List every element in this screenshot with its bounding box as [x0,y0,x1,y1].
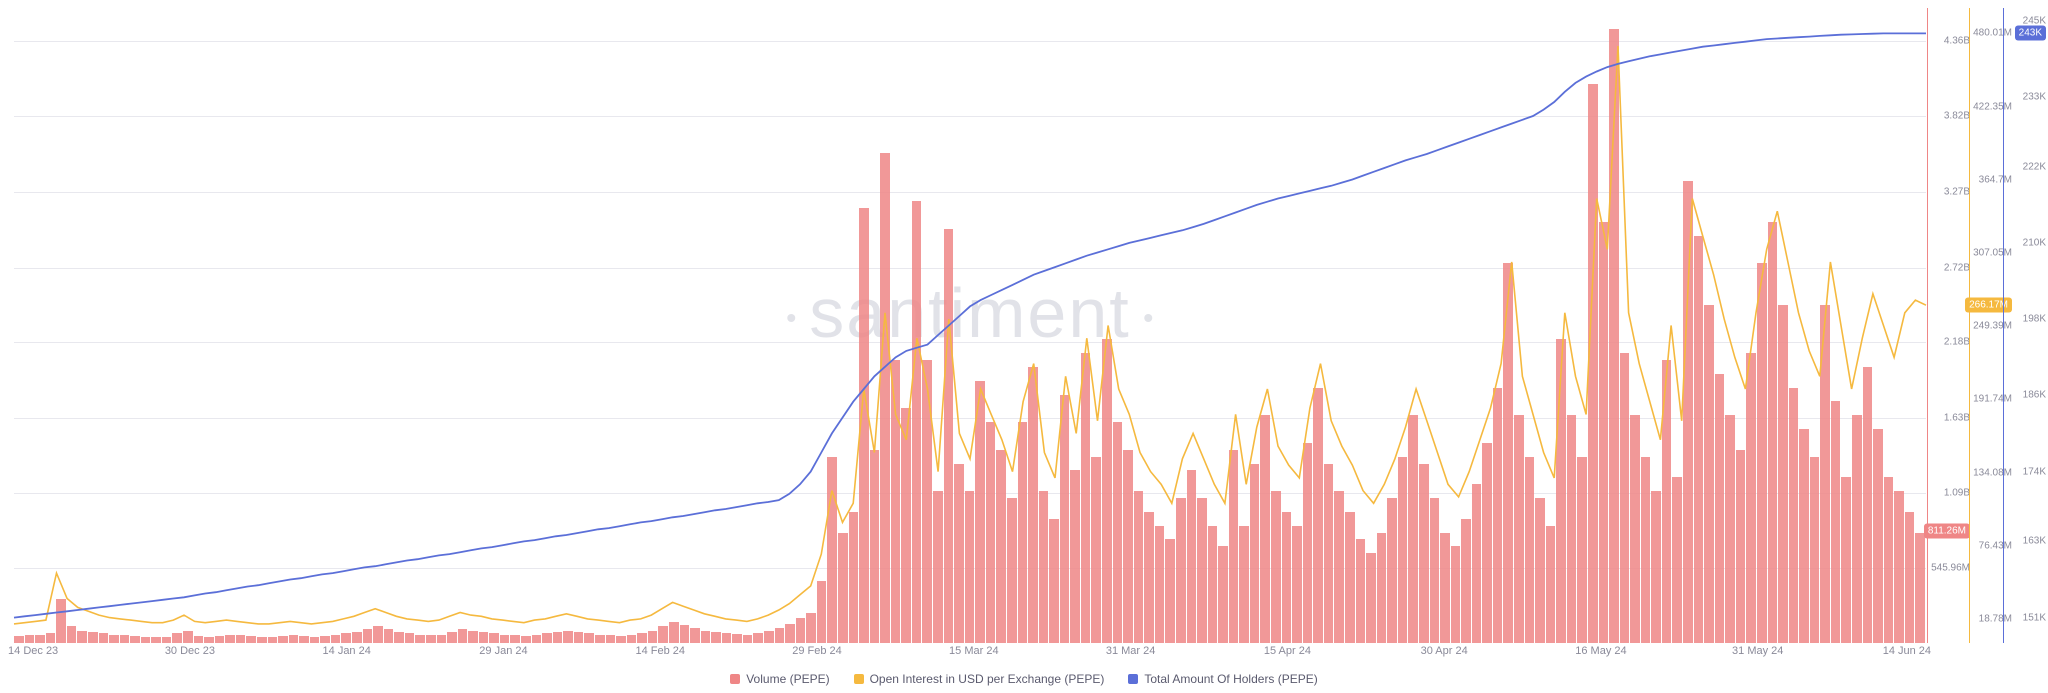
chart-container: santiment 14 Dec 23 30 Dec 23 14 Jan 24 29 … [0,0,2048,693]
x-axis: 14 Dec 2330 Dec 2314 Jan 2429 Jan 2414 F… [14,645,1926,665]
y-tick-holders: 245K [2023,15,2046,26]
y-tick-holders: 151K [2023,612,2046,623]
legend-label-volume: Volume (PEPE) [746,672,829,686]
legend-volume[interactable]: Volume (PEPE) [730,672,829,686]
y-axis-holders: 245K 233K 222K 210K 198K 186K 174K 163K 151K 243K [2006,8,2046,643]
x-tick: 31 May 24 [1732,645,1783,657]
y-tick-holders: 174K [2023,466,2046,477]
y-tick-holders: 222K [2023,161,2046,172]
y-tick-volume: 545.96M [1931,562,1970,573]
x-tick: 15 Mar 24 [949,645,999,657]
legend-swatch-holders [1128,674,1138,684]
legend-oi[interactable]: Open Interest in USD per Exchange (PEPE) [854,672,1105,686]
y-badge-holders: 243K [2015,26,2046,41]
y-tick-holders: 186K [2023,390,2046,401]
y-tick-volume: 1.63B [1944,412,1970,423]
x-tick: 31 Mar 24 [1106,645,1156,657]
legend-swatch-volume [730,674,740,684]
y-badge-volume: 811.26M [1924,524,1970,539]
y-badge-oi: 266.17M [1965,297,2012,312]
x-tick: 30 Apr 24 [1421,645,1468,657]
y-tick-volume: 3.82B [1944,110,1970,121]
x-tick: 14 Dec 23 [8,645,58,657]
x-tick: 29 Jan 24 [479,645,527,657]
x-tick: 14 Jan 24 [323,645,371,657]
plot-area: santiment [14,8,1926,643]
legend-label-oi: Open Interest in USD per Exchange (PEPE) [870,672,1105,686]
legend-holders[interactable]: Total Amount Of Holders (PEPE) [1128,672,1317,686]
y-tick-volume: 2.18B [1944,337,1970,348]
y-axis-volume: 4.36B 3.82B 3.27B 2.72B 2.18B 1.63B 1.09B 545.9… [1930,8,1970,643]
y-tick-volume: 1.09B [1944,487,1970,498]
legend-label-holders: Total Amount Of Holders (PEPE) [1144,672,1317,686]
x-tick: 14 Jun 24 [1883,645,1931,657]
y-tick-holders: 198K [2023,314,2046,325]
legend: Volume (PEPE) Open Interest in USD per E… [0,669,2048,689]
x-tick: 29 Feb 24 [792,645,842,657]
y-tick-volume: 2.72B [1944,262,1970,273]
y-tick-volume: 3.27B [1944,186,1970,197]
y-tick-volume: 4.36B [1944,36,1970,47]
oi-line [14,46,1926,624]
legend-swatch-oi [854,674,864,684]
holders-line [14,33,1926,617]
y-tick-holders: 163K [2023,536,2046,547]
x-tick: 14 Feb 24 [635,645,685,657]
x-tick: 15 Apr 24 [1264,645,1311,657]
x-tick: 30 Dec 23 [165,645,215,657]
lines-overlay [14,8,1926,643]
y-tick-holders: 233K [2023,91,2046,102]
y-tick-holders: 210K [2023,237,2046,248]
x-tick: 16 May 24 [1575,645,1626,657]
